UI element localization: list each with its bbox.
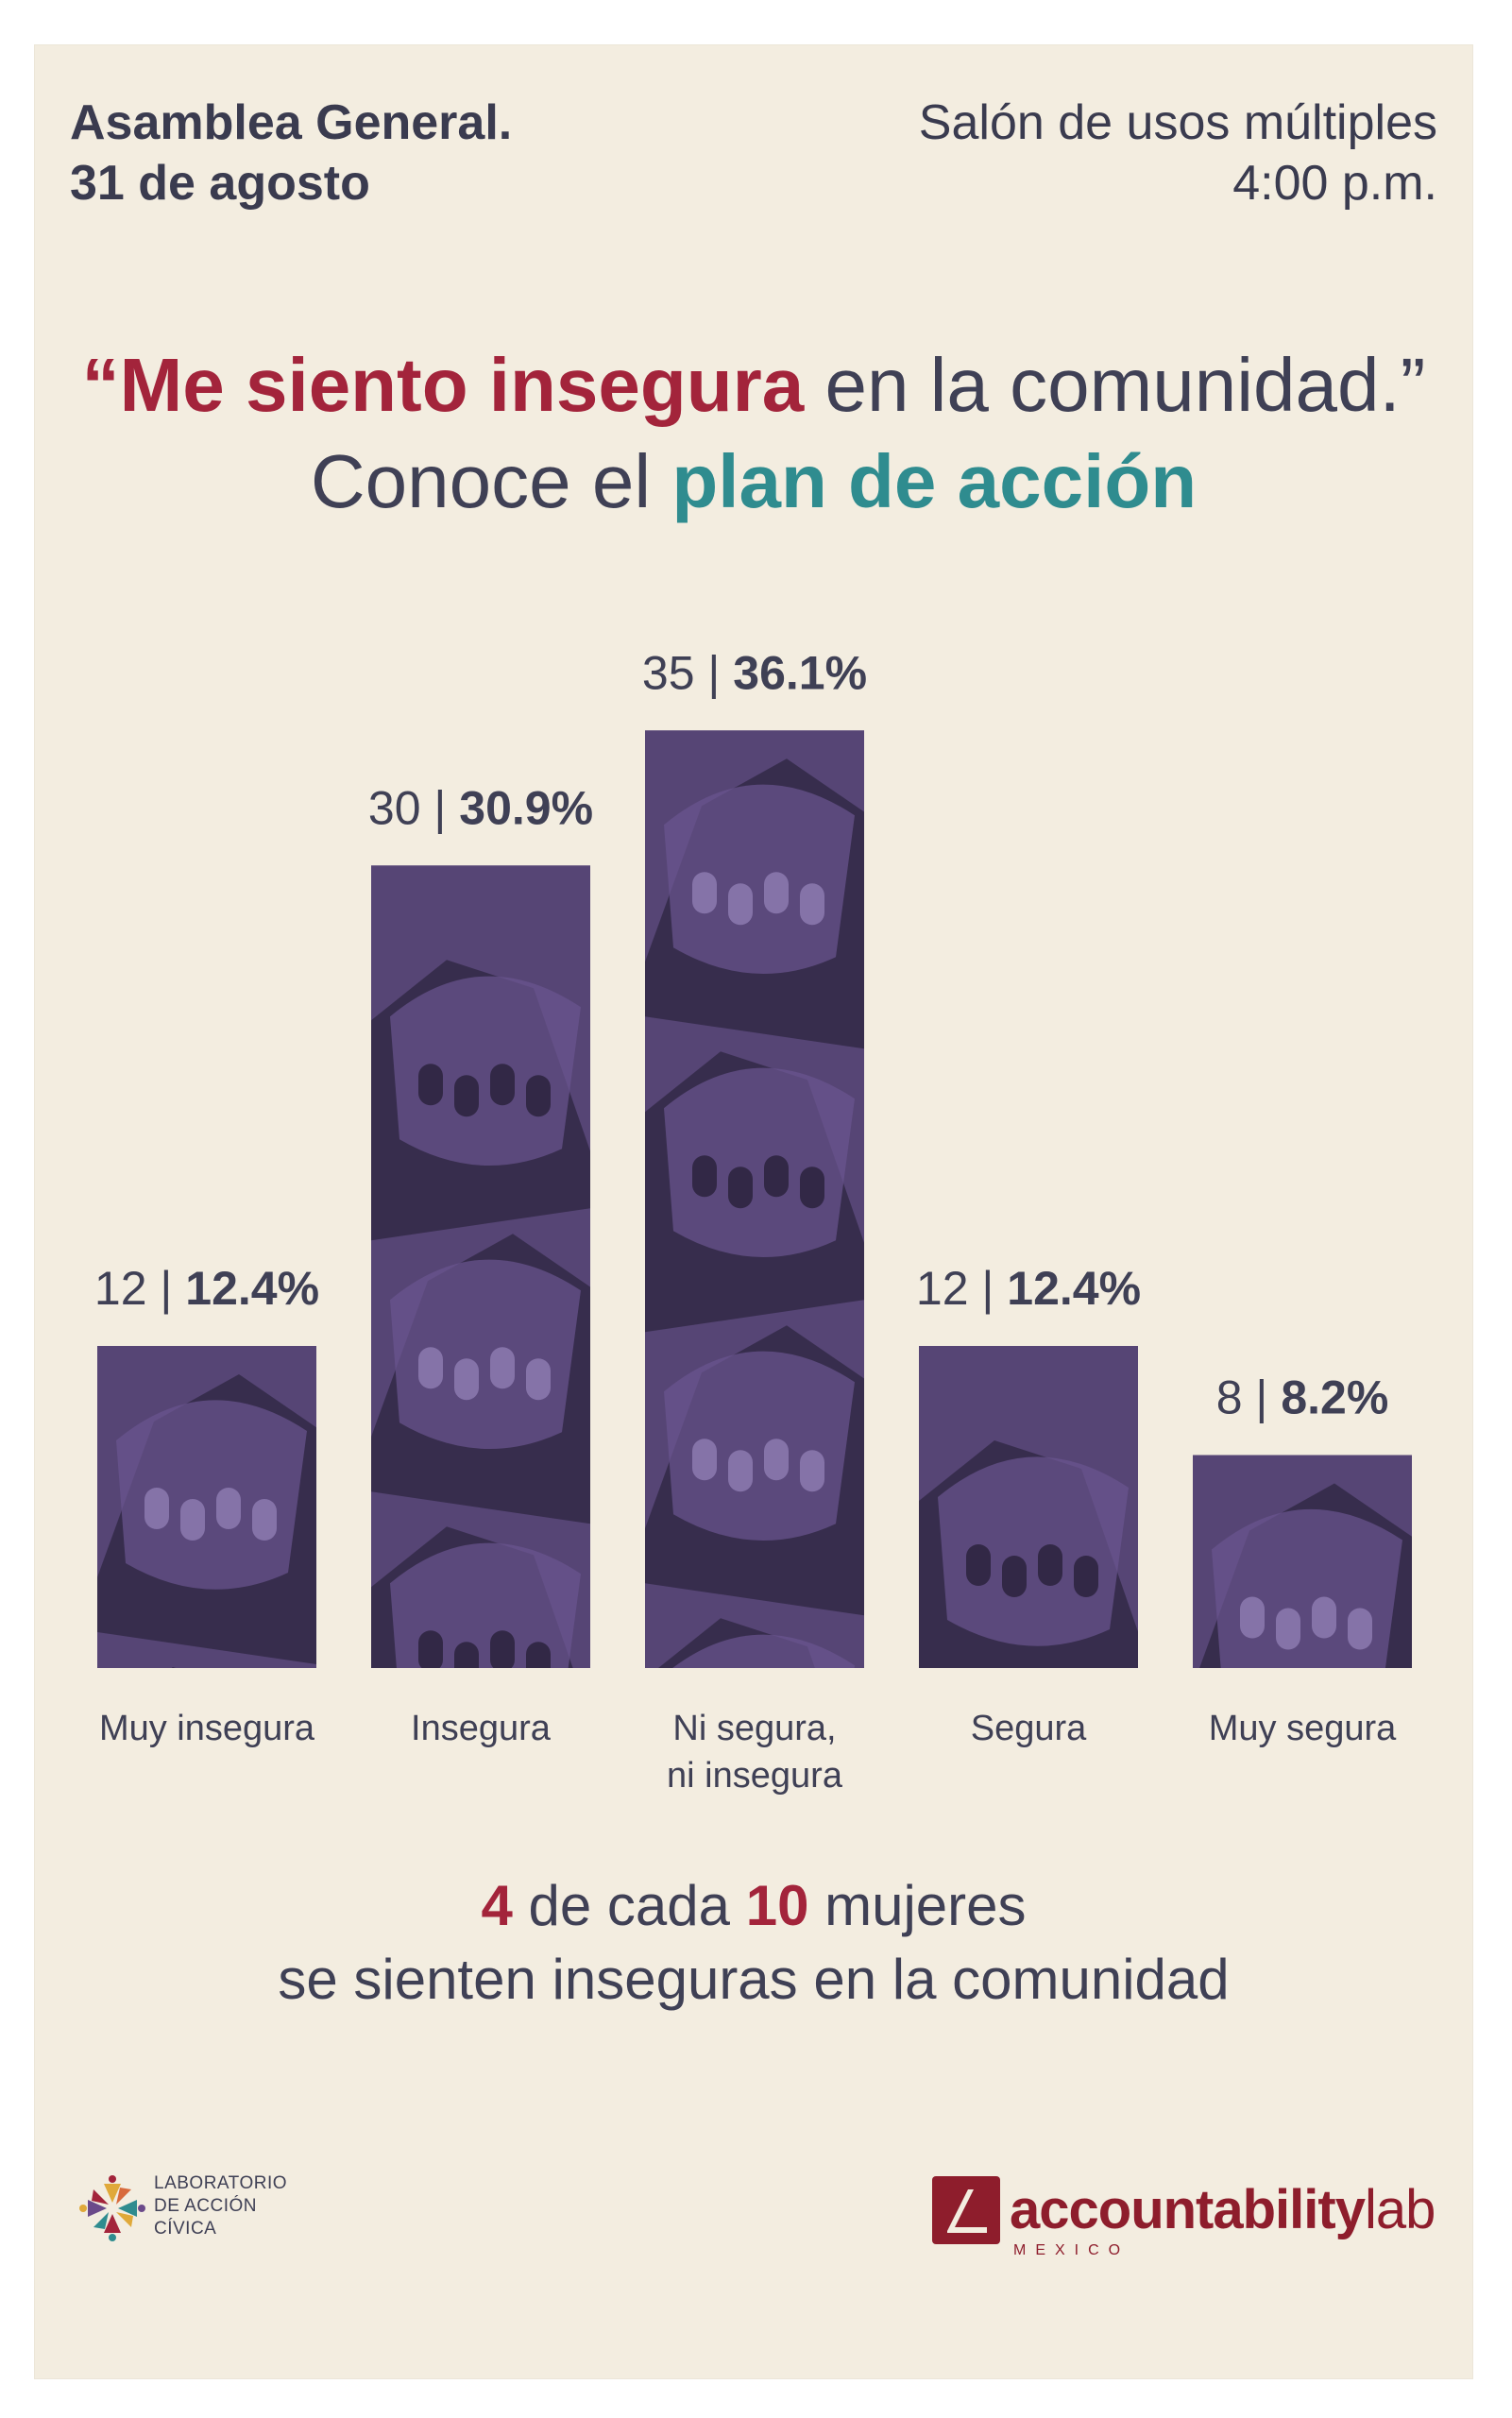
- lab-line-1: LABORATORIO: [154, 2173, 287, 2193]
- headline-highlight: Me siento insegura: [119, 343, 805, 427]
- bar-value-label: 12 | 12.4%: [94, 1262, 319, 1315]
- al-word-light: lab: [1364, 2179, 1436, 2240]
- category-label: Ni segura, ni insegura: [667, 1709, 843, 1796]
- accountability-lab-mark-icon: [932, 2176, 1000, 2244]
- bar-value-label: 35 | 36.1%: [642, 646, 867, 699]
- category-label: Muy segura: [1209, 1709, 1397, 1748]
- bar-chart: 12 | 12.4% Muy insegura 30 | 30.9% Insegura…: [94, 646, 1412, 1796]
- bar-1: [371, 865, 590, 1668]
- event-location: Salón de usos múltiples 4:00 p.m.: [919, 93, 1437, 213]
- laboratorio-logo-text: LABORATORIO DE ACCIÓN CÍVICA: [154, 2172, 287, 2240]
- bar-0: [97, 1346, 316, 1668]
- bar-2: [645, 730, 864, 1668]
- bar-3: [919, 1346, 1138, 1668]
- laboratorio-logo-icon: [79, 2175, 145, 2241]
- headline-plain: Conoce el: [310, 439, 672, 523]
- summary-text-1: de cada: [512, 1874, 746, 1937]
- event-name: Asamblea General.: [70, 95, 513, 150]
- lab-line-3: CÍVICA: [154, 2219, 217, 2239]
- accountability-lab-logo: accountabilitylab MEXICO: [932, 2176, 1442, 2261]
- summary-num-1: 4: [481, 1874, 513, 1937]
- summary-text-2: mujeres: [808, 1874, 1027, 1937]
- headline-line-1: “Me siento insegura en la comunidad.”: [35, 338, 1472, 433]
- bar-value-label: 8 | 8.2%: [1216, 1371, 1389, 1424]
- bar-value-label: 12 | 12.4%: [916, 1262, 1141, 1315]
- fist-pattern-icon: [371, 960, 590, 1668]
- category-label: Segura: [971, 1709, 1087, 1748]
- bar-4: [1193, 1455, 1412, 1668]
- headline-quote: “: [81, 343, 120, 427]
- fist-pattern-icon: [919, 1440, 1138, 1668]
- accountability-lab-wordmark: accountabilitylab: [1010, 2179, 1436, 2240]
- event-time: 4:00 p.m.: [1232, 156, 1437, 211]
- headline-line-2: Conoce el plan de acción: [35, 434, 1472, 529]
- summary-line-1: 4 de cada 10 mujeres: [35, 1870, 1472, 1942]
- fist-pattern-icon: [97, 1374, 316, 1668]
- summary-line-2: se sienten inseguras en la comunidad: [278, 1948, 1230, 2011]
- fist-pattern-icon: [1199, 1483, 1412, 1668]
- category-label: Insegura: [411, 1709, 552, 1748]
- bar-value-label: 30 | 30.9%: [368, 781, 593, 834]
- event-title: Asamblea General. 31 de agosto: [70, 93, 512, 213]
- headline-plan: plan de acción: [671, 439, 1198, 523]
- event-date: 31 de agosto: [70, 156, 370, 211]
- event-place: Salón de usos múltiples: [918, 95, 1437, 150]
- lab-line-2: DE ACCIÓN: [154, 2196, 258, 2216]
- poster: Asamblea General. 31 de agosto Salón de …: [35, 45, 1472, 2378]
- category-label: Muy insegura: [99, 1709, 315, 1748]
- headline-rest: en la comunidad.”: [804, 343, 1426, 427]
- summary-num-2: 10: [745, 1874, 809, 1937]
- al-word-bold: accountability: [1010, 2179, 1366, 2240]
- fist-pattern-icon: [645, 758, 864, 1668]
- accountability-lab-country: MEXICO: [1013, 2242, 1130, 2258]
